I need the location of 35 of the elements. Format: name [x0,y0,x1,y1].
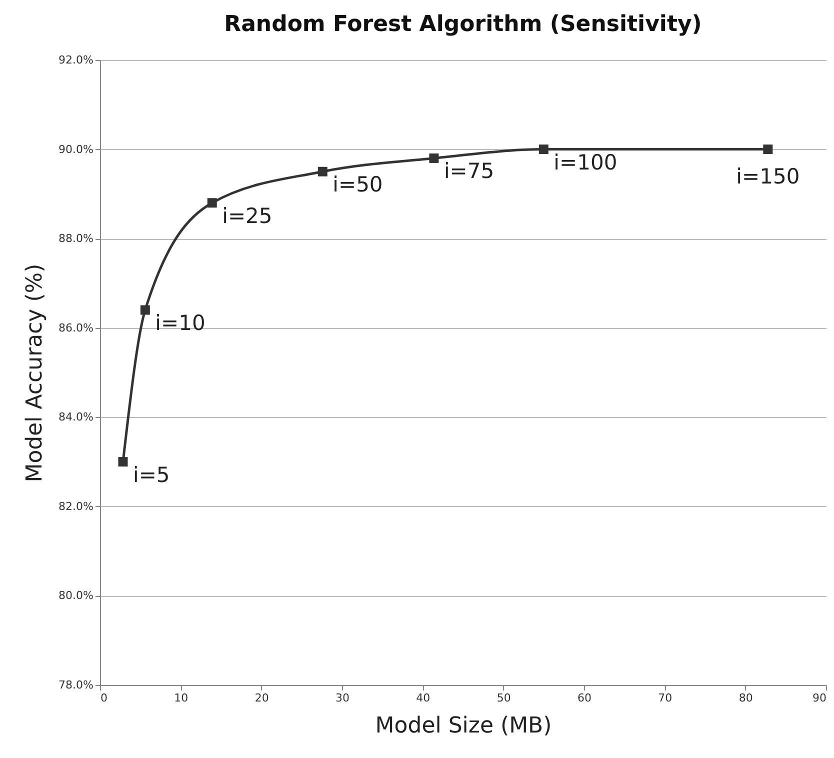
y-tick-label: 80.0% [58,589,94,602]
x-tick-label: 90 [812,692,826,704]
y-tick-label: 86.0% [58,321,94,334]
point [118,457,128,467]
y-tick-label: 78.0% [58,678,94,692]
y-tick-label: 84.0% [58,410,94,424]
x-tick-label: 40 [416,692,430,704]
annotation: i=50 [332,172,383,197]
y-tick-label: 88.0% [58,232,94,246]
chart-title: Random Forest Algorithm (Sensitivity) [224,12,702,37]
annotation: i=10 [155,311,206,335]
x-tick-label: 30 [336,692,350,704]
x-tick-label: 70 [658,692,672,704]
x-tick-label: 20 [254,692,269,704]
x-axis-title: Model Size (MB) [375,714,552,738]
x-tick-label: 10 [174,692,188,704]
point [429,153,439,163]
annotation: i=150 [736,164,800,188]
annotation: i=100 [554,150,618,174]
y-axis-title: Model Accuracy (%) [22,264,48,482]
x-tick-label: 50 [496,692,511,704]
point [318,166,328,176]
y-tick-label: 92.0% [58,54,94,66]
point [538,144,548,154]
x-tick-label: 0 [100,692,108,704]
point [140,305,150,315]
point [763,144,773,154]
annotation: i=5 [132,462,170,487]
x-tick-label: 60 [578,692,592,704]
annotation: i=25 [222,204,272,228]
y-tick-label: 90.0% [58,142,94,156]
point [207,198,217,208]
x-tick-label: 80 [738,692,753,704]
annotation: i=75 [444,159,494,184]
y-tick-label: 82.0% [58,500,94,513]
